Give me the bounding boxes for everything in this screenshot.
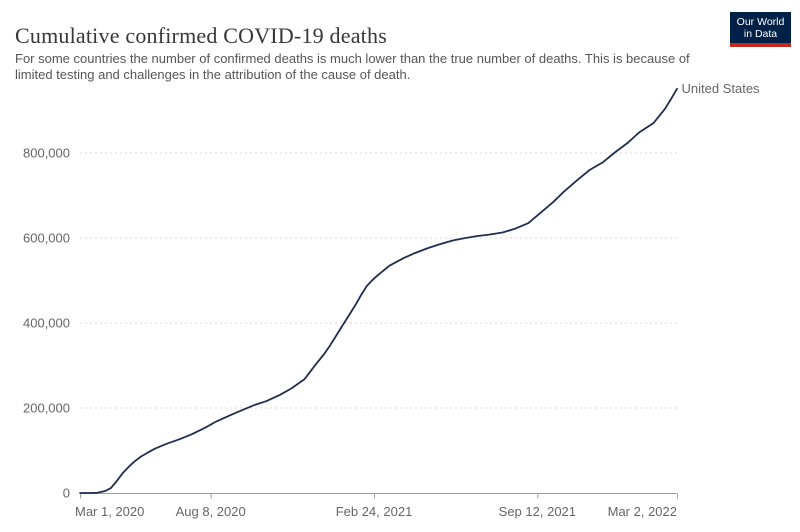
series-end-label: United States — [682, 81, 761, 96]
page-title: Cumulative confirmed COVID-19 deaths — [15, 22, 387, 48]
chart-subtitle: For some countries the number of confirm… — [15, 51, 690, 82]
y-tick-labels: 0 200,000 400,000 600,000 800,000 — [23, 146, 70, 501]
x-tick-label: Aug 8, 2020 — [176, 504, 246, 519]
y-tick-label: 400,000 — [23, 316, 70, 331]
x-tick-label: Mar 1, 2020 — [75, 504, 144, 519]
x-tick-label: Feb 24, 2021 — [336, 504, 413, 519]
owid-logo-line1: Our World — [736, 15, 785, 28]
owid-logo-line2: in Data — [743, 27, 778, 40]
y-tick-label: 0 — [63, 486, 70, 501]
x-tick-label: Sep 12, 2021 — [499, 504, 576, 519]
y-tick-label: 200,000 — [23, 401, 70, 416]
x-axis: Mar 1, 2020 Aug 8, 2020 Feb 24, 2021 Sep 12… — [75, 493, 678, 519]
x-tick-label: Mar 2, 2022 — [608, 504, 677, 519]
series-line[interactable] — [79, 87, 678, 494]
series-group: United States — [79, 81, 761, 494]
y-tick-label: 600,000 — [23, 231, 70, 246]
gridlines — [80, 152, 677, 409]
owid-logo[interactable]: Our World in Data — [730, 12, 791, 47]
y-tick-label: 800,000 — [23, 146, 70, 161]
